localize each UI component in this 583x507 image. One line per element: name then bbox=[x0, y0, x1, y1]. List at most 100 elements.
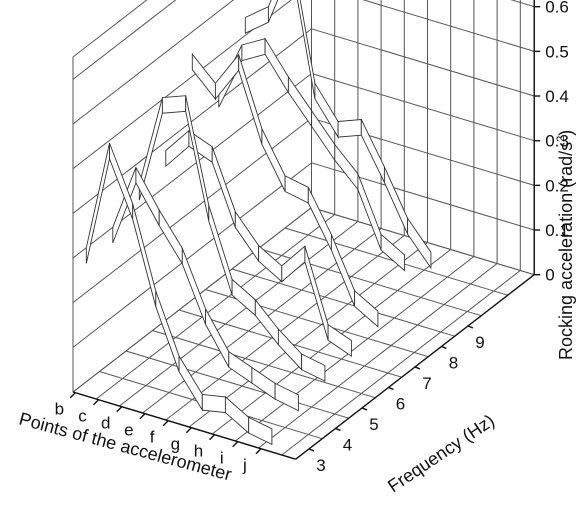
z-axis-title-main: Rocking acceleration (rad/s bbox=[556, 142, 576, 360]
points-axis-tick bbox=[69, 392, 76, 399]
ribbon-segment bbox=[85, 143, 110, 264]
left-wall-grid-line bbox=[72, 0, 235, 125]
ribbon-segment bbox=[337, 119, 362, 138]
ribbon-segment bbox=[178, 354, 203, 412]
frequency-axis-tick bbox=[308, 448, 315, 452]
ribbon-segment bbox=[261, 128, 286, 192]
ribbon-segment bbox=[267, 0, 279, 23]
floor-grid-line-frequency bbox=[231, 268, 455, 337]
points-tick-label: d bbox=[101, 414, 110, 433]
z-tick-label: 0.5 bbox=[545, 42, 569, 61]
points-axis-line bbox=[72, 391, 296, 460]
series-ribbon-3hz bbox=[85, 142, 273, 446]
back-wall-grid-line bbox=[362, 0, 535, 52]
ribbon-segment bbox=[181, 248, 207, 325]
frequency-tick-label: 5 bbox=[369, 415, 378, 434]
ribbon-segment bbox=[407, 216, 432, 270]
frequency-tick-label: 3 bbox=[316, 456, 325, 475]
chart-grid bbox=[72, 0, 535, 460]
ribbon-segment bbox=[211, 146, 236, 228]
z-axis-title: Rocking acceleration (rad/s2) bbox=[555, 130, 576, 360]
ribbon-segment bbox=[281, 245, 306, 283]
z-tick-label: 0 bbox=[545, 266, 554, 285]
back-wall-grid-line bbox=[510, 0, 535, 8]
ribbon-segment bbox=[238, 54, 263, 145]
ribbon-segment bbox=[165, 129, 190, 168]
floor-grid-line-frequency bbox=[152, 330, 376, 399]
points-axis-tick bbox=[139, 413, 146, 420]
z-tick-label: 0.6 bbox=[545, 0, 569, 17]
frequency-axis-tick bbox=[388, 386, 394, 391]
chart-axes bbox=[69, 0, 541, 460]
left-wall-top-edge bbox=[72, 0, 148, 58]
floor-grid-line-points bbox=[258, 263, 498, 449]
y-axis-title: Frequency (Hz) bbox=[384, 410, 498, 496]
z-tick-label: 0.2 bbox=[545, 176, 569, 195]
points-tick-label: b bbox=[55, 400, 64, 419]
ribbon-segment bbox=[132, 203, 157, 307]
ribbon-segment bbox=[155, 290, 180, 372]
back-wall-grid-line bbox=[311, 28, 535, 97]
floor-grid-line-points bbox=[95, 214, 336, 400]
points-axis-tick bbox=[209, 434, 216, 441]
ribbon-segment bbox=[284, 175, 309, 204]
series-ribbon-5hz bbox=[138, 95, 326, 382]
ribbon-segment bbox=[334, 143, 359, 191]
ribbon-segment bbox=[201, 393, 226, 414]
z-tick-label: 0.4 bbox=[545, 87, 569, 106]
series-ribbon-6hz bbox=[165, 129, 352, 357]
points-tick-label: e bbox=[124, 421, 133, 440]
points-axis-tick bbox=[93, 399, 100, 406]
z-tick-label: 0.3 bbox=[545, 132, 569, 151]
frequency-axis-tick bbox=[335, 427, 341, 432]
points-tick-label: h bbox=[194, 442, 203, 461]
z-axis-title-close: ) bbox=[556, 130, 576, 136]
frequency-axis-tick bbox=[414, 366, 421, 370]
z-tick-label: 0.1 bbox=[545, 221, 569, 240]
ribbon-segment bbox=[248, 416, 273, 446]
left-wall-grid-line bbox=[72, 162, 312, 348]
ribbon-segment bbox=[234, 210, 260, 263]
ribbon-segment bbox=[380, 233, 405, 272]
ribbon-segment bbox=[327, 323, 352, 357]
ribbon-segment bbox=[244, 5, 269, 34]
floor-grid-line-points bbox=[165, 235, 405, 421]
floor-grid-line-points bbox=[188, 242, 428, 428]
z-axis-title-superscript: 2 bbox=[555, 136, 567, 142]
floor-grid-line-frequency bbox=[125, 350, 349, 419]
ribbon-segment bbox=[264, 37, 289, 95]
points-axis-tick bbox=[232, 441, 239, 448]
ribbon-segment bbox=[287, 75, 313, 128]
ribbon-segment bbox=[214, 53, 240, 101]
frequency-tick-label: 6 bbox=[396, 394, 405, 413]
floor-grid-line-points bbox=[281, 270, 521, 456]
points-axis-tick bbox=[162, 420, 169, 427]
points-axis-tick bbox=[255, 448, 262, 455]
ribbon-segment bbox=[224, 395, 250, 434]
points-tick-label: g bbox=[171, 435, 180, 454]
ribbon-segment bbox=[277, 327, 303, 371]
points-axis-tick bbox=[185, 427, 192, 434]
chart-series bbox=[85, 0, 432, 446]
frequency-tick-label: 9 bbox=[475, 333, 484, 352]
ribbon-segment bbox=[241, 38, 266, 62]
frequency-axis-tick bbox=[361, 407, 368, 411]
points-tick-label: c bbox=[78, 407, 87, 426]
ribbon-segment bbox=[208, 205, 233, 296]
series-ribbon-4hz bbox=[112, 167, 299, 412]
ribbon-segment bbox=[307, 187, 332, 251]
frequency-axis-tick bbox=[441, 345, 447, 350]
floor-grid-line-points bbox=[119, 221, 359, 407]
points-tick-label: i bbox=[220, 449, 224, 468]
series-ribbon-7hz bbox=[191, 52, 379, 328]
left-wall-grid-line bbox=[72, 207, 312, 393]
ribbon-segment bbox=[161, 95, 187, 114]
points-tick-label: j bbox=[242, 456, 247, 475]
ribbon-segment bbox=[354, 289, 379, 328]
ribbon-segment bbox=[274, 382, 299, 412]
frequency-tick-label: 7 bbox=[422, 374, 431, 393]
frequency-axis-tick bbox=[467, 325, 474, 329]
ribbon-segment bbox=[357, 173, 382, 251]
frequency-tick-label: 8 bbox=[449, 353, 458, 372]
